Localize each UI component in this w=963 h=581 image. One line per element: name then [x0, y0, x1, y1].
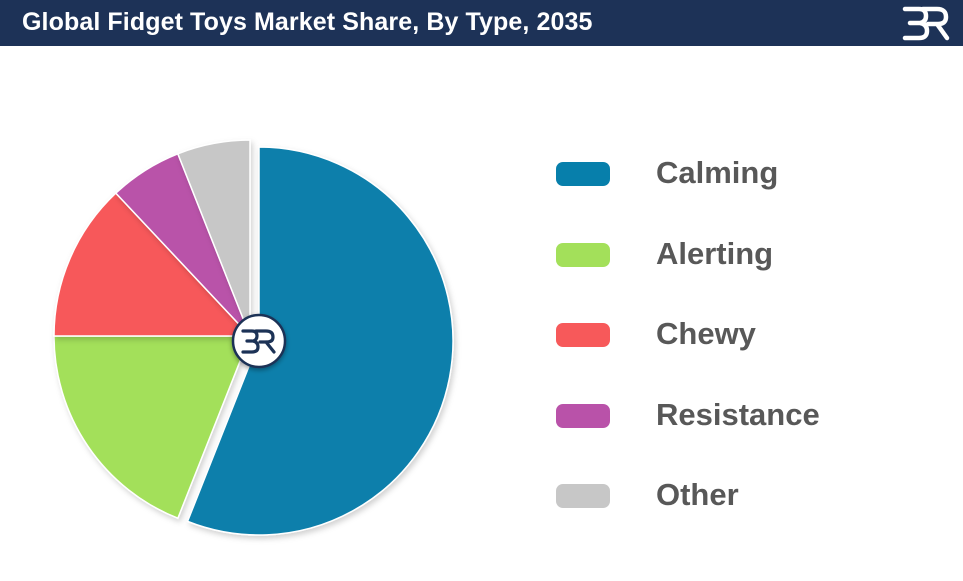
pie-chart [53, 139, 454, 536]
pie-slice-calming [186, 146, 454, 536]
pie-slice-other [176, 139, 251, 337]
legend-item-other: Other [555, 472, 955, 553]
legend-item-alerting: Alerting [555, 231, 955, 312]
page-title: Global Fidget Toys Market Share, By Type… [22, 8, 593, 36]
pie-slice-alerting [53, 335, 252, 520]
legend-item-resistance: Resistance [555, 392, 955, 473]
center-logo-badge [231, 313, 287, 369]
legend-label: Chewy [656, 316, 756, 351]
legend-label: Other [656, 477, 739, 512]
legend-swatch [556, 323, 610, 347]
legend-swatch [556, 403, 610, 428]
legend-swatch [556, 162, 610, 186]
chart-legend: Calming Alerting Chewy Resistance Other [555, 150, 955, 553]
legend-label: Calming [656, 155, 779, 190]
header-bar: Global Fidget Toys Market Share, By Type… [0, 0, 963, 46]
legend-item-chewy: Chewy [555, 311, 955, 392]
legend-swatch [556, 484, 610, 508]
legend-label: Alerting [656, 235, 774, 271]
legend-swatch [556, 242, 610, 267]
legend-item-calming: Calming [555, 150, 955, 231]
brand-logo-badge-icon [241, 329, 276, 354]
pie-slices [53, 139, 454, 536]
pie-slice-chewy [53, 192, 252, 337]
legend-label: Resistance [656, 396, 820, 432]
brand-logo-icon [902, 6, 950, 41]
